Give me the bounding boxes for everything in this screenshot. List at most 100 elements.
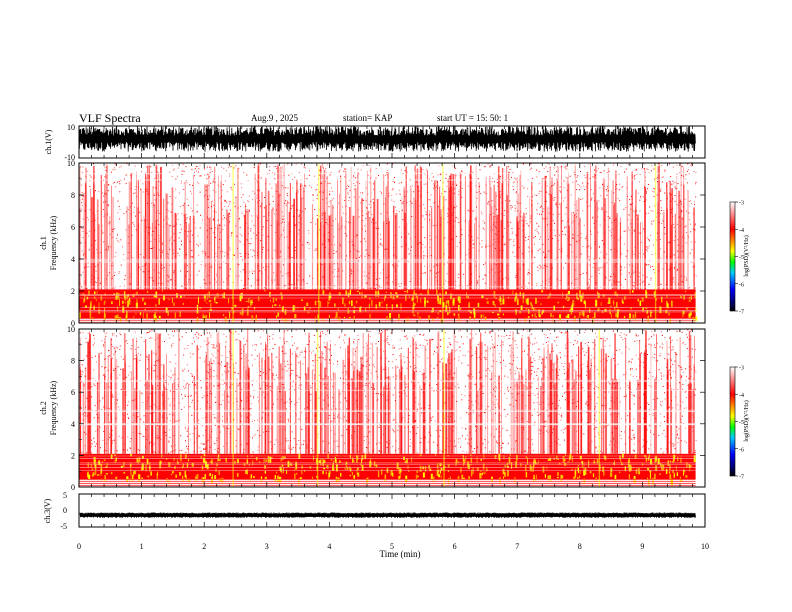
spectrum-speckle [89,180,91,182]
spectrum-speckle [657,181,659,182]
spectrum-speckle [662,288,664,290]
spectrum-speckle [298,222,300,224]
spectrum-streak [340,175,342,290]
spectrum-speckle [363,271,365,273]
spectrum-hot-spot [95,299,97,301]
spectrum-speckle [410,277,412,279]
spectrum-speckle [301,352,303,353]
spectrum-speckle [102,397,104,399]
spectrum-speckle [598,207,600,209]
spectrum-hot-spot [280,292,283,295]
spectrum-speckle [567,231,569,233]
spectrum-speckle [239,253,241,255]
spectrum-speckle [298,362,300,364]
spectrum-streak [244,203,246,290]
spectrum-speckle [89,230,91,232]
spectrum-speckle [489,166,491,168]
spectrum-speckle [230,235,232,237]
spectrum-speckle [446,273,448,275]
spectrum-hot-spot [158,315,161,320]
spectrum-speckle [424,255,426,257]
spectrum-speckle [634,178,636,180]
spectrum-speckle [107,213,109,215]
spectrum-speckle [554,197,556,199]
spectrum-speckle [191,168,193,170]
spectrum-speckle [428,431,430,433]
spectrum-speckle [119,209,121,210]
spectrum-hot-spot [384,296,386,301]
spectrum-hot-spot [335,312,338,318]
spectrum-speckle [447,378,448,380]
spectrum-speckle [624,279,626,280]
spectrum-speckle [680,419,682,421]
spectrum-speckle [173,270,175,272]
spectrum-speckle [242,259,244,261]
spectrum-speckle [576,216,578,218]
spectrum-speckle [294,176,295,178]
spectrum-streak [495,191,497,290]
spectrum-speckle [333,236,335,238]
spectrum-speckle [623,230,625,232]
spectrum-streak [523,212,525,290]
spectrum-streak [339,194,340,290]
spectrum-speckle [321,212,323,214]
spectrum-speckle [205,429,206,431]
spectrum-speckle [435,276,437,278]
spectrum-speckle [453,358,455,360]
spectrum-speckle [532,262,534,264]
spectrum-speckle [554,235,556,237]
spectrum-speckle [369,165,371,167]
spectrum-speckle [135,185,137,187]
spectrum-speckle [198,419,200,421]
spectrum-speckle [388,192,390,194]
spectrum-speckle [528,412,530,414]
spectrum-speckle [141,171,142,172]
spectrum-speckle [235,440,237,442]
spectrum-speckle [124,275,126,277]
spectrum-speckle [392,354,394,356]
spectrum-speckle [561,247,563,249]
spectrum-speckle [609,217,611,219]
spectrum-speckle [673,445,675,447]
spectrum-speckle [260,177,262,179]
spectrum-speckle [426,449,428,451]
spectrum-speckle [204,448,206,450]
spectrum-speckle [430,194,432,196]
spectrum-streak [557,166,559,290]
spectrum-speckle [447,262,449,264]
spectrum-speckle [633,282,635,284]
spectrum-speckle [492,177,494,179]
spectrum-speckle [394,181,395,183]
spectrum-speckle [222,229,224,231]
spectrum-speckle [320,356,322,358]
spectrum-hot-spot [437,301,440,304]
spectrum-speckle [276,168,277,169]
spectrum-hot-spot [550,313,552,318]
spectrum-speckle [494,346,496,348]
spectrum-speckle [248,201,250,203]
spectrum-speckle [598,200,600,202]
spectrum-speckle [411,202,413,204]
spectrum-speckle [610,397,612,398]
spectrum-hot-spot [637,298,639,302]
spectrum-hot-spot [414,303,416,306]
spectrum-speckle [108,184,110,186]
ch1-ylabel: ch.1(V) [44,129,53,154]
spectrum-speckle [291,257,293,259]
spectrum-speckle [284,365,286,367]
spectrum-speckle [150,337,151,339]
spectrum-speckle [605,354,607,356]
spectrum-speckle [636,215,638,216]
spectrum-speckle [138,450,140,452]
spectrum-streak [440,216,442,290]
spectrum-speckle [283,229,285,231]
spectrum-streak [460,173,462,290]
spectrum-speckle [368,382,370,384]
spectrum-speckle [263,267,264,268]
spectrum-speckle [639,283,641,285]
spectrum-speckle [527,188,529,190]
spectrum-speckle [343,382,345,384]
spectrum-speckle [408,361,410,363]
spectrum-speckle [411,185,413,187]
